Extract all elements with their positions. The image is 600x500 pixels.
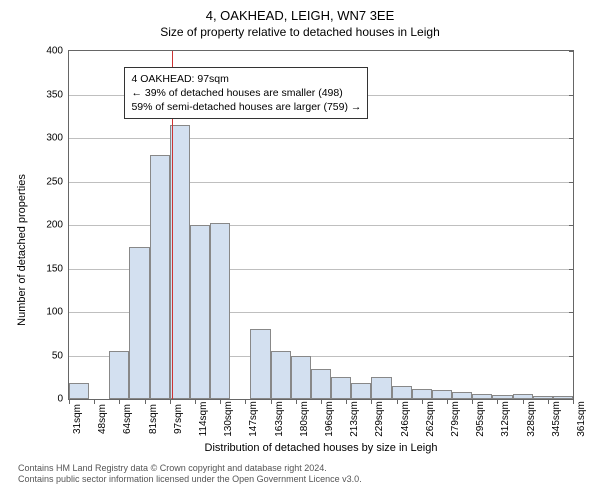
histogram-bar <box>533 396 553 399</box>
y-tick-label: 200 <box>46 220 69 231</box>
y-tick-label: 50 <box>52 350 69 361</box>
chart-container: 4, OAKHEAD, LEIGH, WN7 3EE Size of prope… <box>8 8 592 492</box>
chart-subtitle: Size of property relative to detached ho… <box>8 25 592 39</box>
x-tick-label: 31sqm <box>69 404 83 434</box>
x-tick-label: 163sqm <box>271 401 285 437</box>
x-tick-label: 130sqm <box>220 401 234 437</box>
x-tick-label: 246sqm <box>397 401 411 437</box>
y-axis-label: Number of detached properties <box>16 174 28 326</box>
x-tick-label: 262sqm <box>422 401 436 437</box>
histogram-bar <box>250 329 270 399</box>
histogram-bar <box>492 395 512 399</box>
histogram-bar <box>150 155 170 399</box>
chart-title-address: 4, OAKHEAD, LEIGH, WN7 3EE <box>8 8 592 23</box>
x-axis-label: Distribution of detached houses by size … <box>68 442 574 454</box>
x-tick-label: 361sqm <box>573 401 587 437</box>
annotation-line1: 4 OAKHEAD: 97sqm <box>131 72 361 86</box>
plot-area: 05010015020025030035040031sqm48sqm64sqm8… <box>68 50 574 400</box>
x-tick-label: 147sqm <box>245 401 259 437</box>
y-tick-mark <box>569 51 574 52</box>
x-tick-label: 196sqm <box>321 401 335 437</box>
histogram-bar <box>109 351 129 399</box>
y-tick-mark <box>569 269 574 270</box>
x-tick-label: 345sqm <box>548 401 562 437</box>
x-tick-label: 114sqm <box>195 402 209 437</box>
annotation-line2: ← 39% of detached houses are smaller (49… <box>131 86 361 100</box>
gridline <box>69 225 573 226</box>
x-tick-label: 213sqm <box>346 401 360 437</box>
histogram-bar <box>452 392 472 399</box>
histogram-bar <box>412 389 432 399</box>
histogram-bar <box>553 396 573 399</box>
histogram-bar <box>210 223 230 399</box>
x-tick-label: 64sqm <box>119 404 133 434</box>
histogram-bar <box>129 247 149 399</box>
histogram-bar <box>291 356 311 400</box>
y-tick-mark <box>569 138 574 139</box>
histogram-bar <box>271 351 291 399</box>
histogram-bar <box>432 390 452 399</box>
y-tick-mark <box>569 182 574 183</box>
annotation-box: 4 OAKHEAD: 97sqm ← 39% of detached house… <box>124 67 368 120</box>
footer: Contains HM Land Registry data © Crown c… <box>18 463 582 486</box>
y-tick-label: 350 <box>46 89 69 100</box>
x-tick-label: 97sqm <box>170 404 184 434</box>
y-tick-label: 150 <box>46 263 69 274</box>
x-tick-label: 279sqm <box>447 401 461 437</box>
y-tick-label: 100 <box>46 307 69 318</box>
y-tick-label: 0 <box>57 394 69 405</box>
x-tick-label: 312sqm <box>497 401 511 437</box>
y-tick-mark <box>569 356 574 357</box>
histogram-bar <box>472 394 492 399</box>
footer-line1: Contains HM Land Registry data © Crown c… <box>18 463 582 475</box>
y-tick-mark <box>569 95 574 96</box>
y-tick-label: 250 <box>46 176 69 187</box>
histogram-bar <box>331 377 351 399</box>
y-tick-label: 300 <box>46 133 69 144</box>
x-tick-label: 328sqm <box>523 401 537 437</box>
histogram-bar <box>392 386 412 399</box>
annotation-line3: 59% of semi-detached houses are larger (… <box>131 100 361 114</box>
y-tick-mark <box>569 225 574 226</box>
gridline <box>69 182 573 183</box>
histogram-bar <box>371 377 391 399</box>
footer-line2: Contains public sector information licen… <box>18 474 582 486</box>
y-tick-mark <box>569 312 574 313</box>
x-tick-label: 295sqm <box>472 401 486 437</box>
y-tick-label: 400 <box>46 46 69 57</box>
histogram-bar <box>69 383 89 399</box>
x-tick-label: 81sqm <box>145 404 159 434</box>
x-tick-label: 48sqm <box>94 404 108 434</box>
x-tick-label: 180sqm <box>296 401 310 437</box>
histogram-bar <box>351 383 371 399</box>
x-tick-label: 229sqm <box>371 401 385 437</box>
histogram-bar <box>311 369 331 399</box>
histogram-bar <box>190 225 210 399</box>
gridline <box>69 138 573 139</box>
